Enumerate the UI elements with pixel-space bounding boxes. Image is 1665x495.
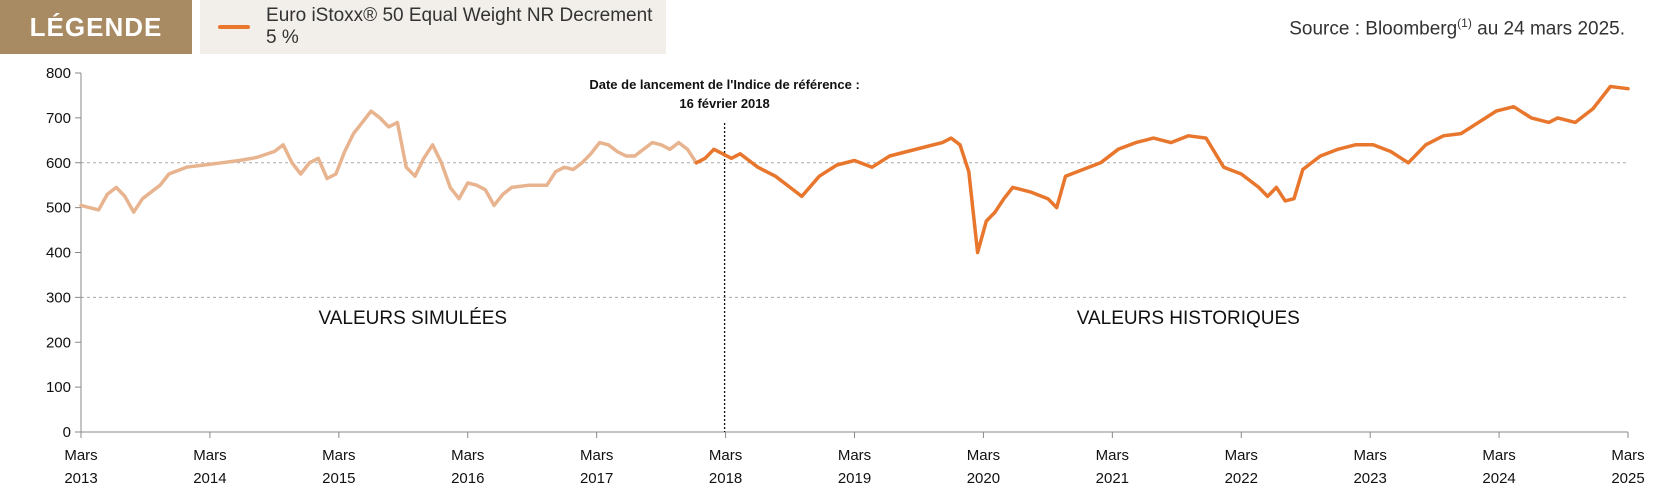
region-label-simulated: VALEURS SIMULÉES [318,308,507,329]
x-tick-month-9: Mars [1225,447,1258,464]
series-line-simulated [79,109,699,214]
x-tick-year-7: 2020 [967,470,1000,487]
x-tick-month-4: Mars [580,447,613,464]
launch-annotation-line2: 16 février 2018 [679,96,769,111]
x-tick-year-4: 2017 [580,470,613,487]
x-tick-year-0: 2013 [64,470,97,487]
region-label-historical: VALEURS HISTORIQUES [1077,308,1300,329]
x-tick-month-11: Mars [1482,447,1515,464]
legend-tag-label: LÉGENDE [29,11,163,42]
legend-swatch [218,25,251,29]
source-suffix: au 24 mars 2025. [1471,18,1625,40]
x-tick-month-1: Mars [193,447,226,464]
x-tick-month-3: Mars [451,447,484,464]
legend-box: Euro iStoxx® 50 Equal Weight NR Decremen… [200,0,666,54]
y-tick-label-3: 300 [46,289,71,306]
x-tick-year-12: 2025 [1611,470,1644,487]
x-tick-month-0: Mars [64,447,97,464]
y-tick-label-5: 500 [46,200,71,217]
x-tick-month-6: Mars [838,447,871,464]
x-tick-month-8: Mars [1096,447,1129,464]
series-line-historical [694,84,1630,255]
y-tick-label-0: 0 [63,424,71,441]
launch-annotation-line1: Date de lancement de l'Indice de référen… [589,77,859,92]
x-tick-month-5: Mars [709,447,742,464]
x-tick-year-11: 2024 [1482,470,1515,487]
source-prefix: Source : Bloomberg [1289,18,1458,40]
y-tick-label-4: 400 [46,245,71,262]
x-tick-year-5: 2018 [709,470,742,487]
x-tick-month-2: Mars [322,447,355,464]
x-tick-year-8: 2021 [1096,470,1129,487]
x-tick-month-7: Mars [967,447,1000,464]
x-tick-month-12: Mars [1611,447,1644,464]
x-tick-year-9: 2022 [1225,470,1258,487]
x-tick-year-2: 2015 [322,470,355,487]
legend-series-label: Euro iStoxx® 50 Equal Weight NR Decremen… [266,5,653,48]
x-tick-year-1: 2014 [193,470,226,487]
y-tick-label-8: 800 [46,65,71,82]
y-tick-label-2: 200 [46,334,71,351]
y-tick-label-1: 100 [46,379,71,396]
y-tick-label-7: 700 [46,110,71,127]
x-tick-year-6: 2019 [838,470,871,487]
source-note: Source : Bloomberg(1) au 24 mars 2025. [1289,16,1625,40]
x-tick-month-10: Mars [1353,447,1386,464]
y-tick-label-6: 600 [46,155,71,172]
source-footnote-marker: (1) [1457,16,1472,30]
x-tick-year-10: 2023 [1353,470,1386,487]
x-tick-year-3: 2016 [451,470,484,487]
legend-tag: LÉGENDE [0,0,192,54]
